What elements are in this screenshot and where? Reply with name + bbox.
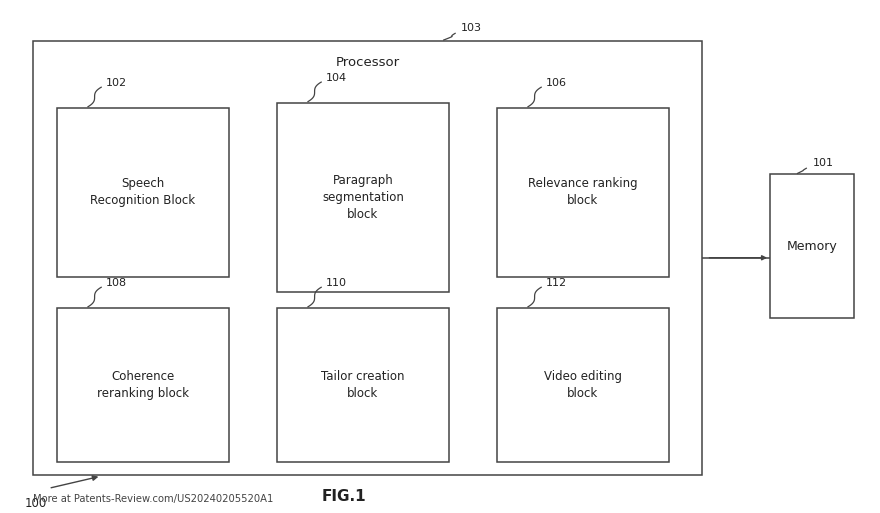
- Text: 101: 101: [812, 158, 833, 168]
- Bar: [277, 308, 449, 462]
- Text: 106: 106: [546, 78, 567, 88]
- Text: 103: 103: [461, 23, 482, 33]
- Text: 110: 110: [326, 278, 347, 288]
- Text: 102: 102: [106, 78, 127, 88]
- Text: Video editing
block: Video editing block: [544, 370, 622, 400]
- Text: Tailor creation
block: Tailor creation block: [321, 370, 405, 400]
- Bar: [770, 174, 854, 318]
- Bar: [497, 308, 669, 462]
- Text: Coherence
reranking block: Coherence reranking block: [97, 370, 189, 400]
- Text: Processor: Processor: [336, 56, 400, 69]
- Bar: [57, 308, 229, 462]
- Text: 100: 100: [25, 497, 47, 509]
- Text: Paragraph
segmentation
block: Paragraph segmentation block: [322, 174, 404, 221]
- Text: 104: 104: [326, 73, 347, 83]
- Text: 112: 112: [546, 278, 567, 288]
- Text: FIG.1: FIG.1: [321, 489, 366, 504]
- Text: Relevance ranking
block: Relevance ranking block: [528, 177, 638, 207]
- Text: 108: 108: [106, 278, 127, 288]
- Text: More at Patents-Review.com/US20240205520A1: More at Patents-Review.com/US20240205520…: [33, 494, 274, 504]
- Text: Speech
Recognition Block: Speech Recognition Block: [91, 177, 195, 207]
- Bar: [497, 108, 669, 277]
- Bar: [277, 103, 449, 292]
- Bar: [57, 108, 229, 277]
- Text: Memory: Memory: [787, 240, 837, 253]
- Bar: [33, 41, 702, 475]
